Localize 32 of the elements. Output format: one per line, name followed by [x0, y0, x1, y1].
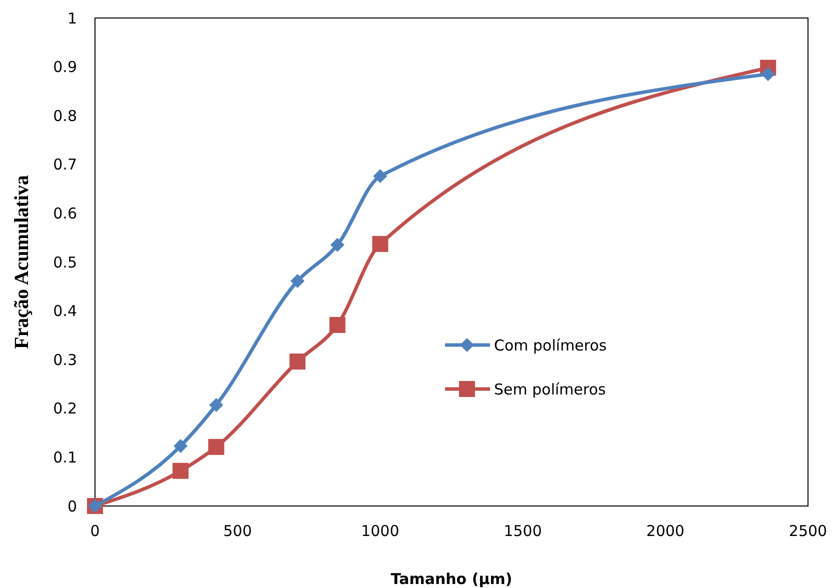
- y-tick-label: 0.6: [53, 204, 77, 222]
- point: [208, 438, 224, 455]
- point: [329, 316, 346, 333]
- y-tick-label: 0.8: [53, 106, 77, 125]
- y-axis-title: Fração Acumulativa: [11, 175, 33, 349]
- point: [330, 238, 344, 252]
- y-tick-label: 0.2: [53, 400, 77, 418]
- x-tick-label: 1500: [504, 522, 542, 540]
- x-tick-label: 500: [223, 522, 252, 540]
- point: [209, 398, 224, 412]
- x-tick-label: 1000: [361, 522, 400, 540]
- point: [290, 274, 304, 288]
- y-tick-label: 0.3: [53, 350, 77, 369]
- x-tick-label: 0: [90, 522, 100, 540]
- legend-label: Com polímeros: [494, 336, 607, 354]
- point: [761, 67, 776, 82]
- point: [373, 169, 388, 184]
- y-tick-label: 0.1: [53, 448, 77, 466]
- y-tick-label: 0: [67, 497, 77, 516]
- x-tick-label: 2000: [646, 522, 684, 540]
- y-tick-label: 0.7: [53, 156, 77, 174]
- y-tick-label: 0.4: [53, 302, 77, 320]
- y-tick-label: 0.9: [53, 58, 77, 76]
- y-tick-label: 1: [67, 9, 77, 28]
- point: [172, 462, 189, 479]
- point: [372, 236, 388, 252]
- legend-label: Sem polímeros: [494, 380, 606, 398]
- point: [174, 438, 188, 453]
- point: [289, 354, 306, 370]
- x-axis-title: Tamanho (µm): [390, 570, 512, 588]
- y-tick-label: 0.5: [53, 253, 77, 272]
- x-tick-label: 2500: [788, 522, 828, 540]
